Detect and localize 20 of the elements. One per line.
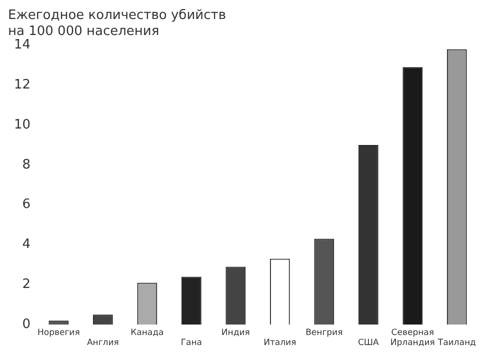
x-tick-label: Таиланд — [436, 338, 476, 348]
x-tick-label: Норвегия — [37, 328, 80, 338]
x-tick-label: Гана — [180, 338, 202, 348]
y-tick-label: 6 — [22, 197, 31, 212]
x-tick-label: Италия — [264, 338, 296, 348]
x-tick-label: Северная Ирландия — [390, 328, 435, 348]
y-tick-label: 10 — [14, 117, 31, 132]
y-tick-label: 14 — [14, 38, 31, 53]
y-tick-label: 2 — [22, 277, 31, 292]
y-tick-label: 4 — [22, 237, 31, 252]
x-tick-label: Венгрия — [306, 328, 343, 338]
chart-title: Ежегодное количество убийств на 100 000 населения — [8, 8, 226, 39]
x-tick-label: Англия — [86, 338, 119, 348]
y-tick-label: 8 — [22, 157, 31, 172]
bar — [181, 276, 202, 325]
x-tick-label: Канада — [130, 328, 164, 338]
x-tick-label: США — [358, 338, 379, 348]
y-tick-label: 0 — [22, 316, 31, 332]
y-tick-label: 12 — [14, 77, 31, 92]
x-tick-label: Индия — [221, 328, 250, 338]
